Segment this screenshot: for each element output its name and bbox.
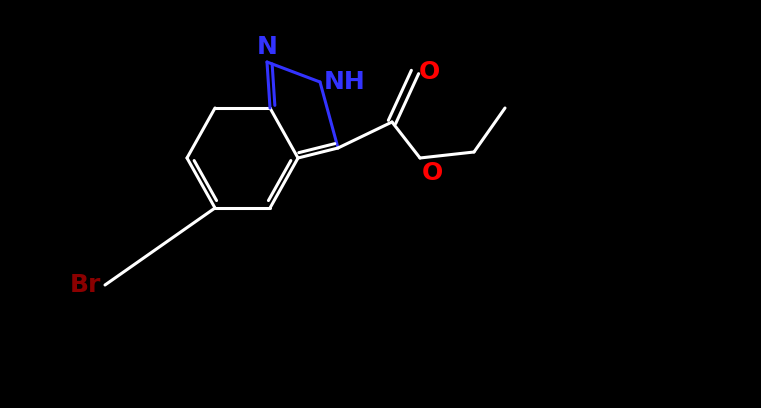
Text: N: N [256, 35, 278, 59]
Text: O: O [422, 161, 443, 185]
Text: Br: Br [69, 273, 101, 297]
Text: O: O [419, 60, 441, 84]
Text: NH: NH [324, 70, 366, 94]
